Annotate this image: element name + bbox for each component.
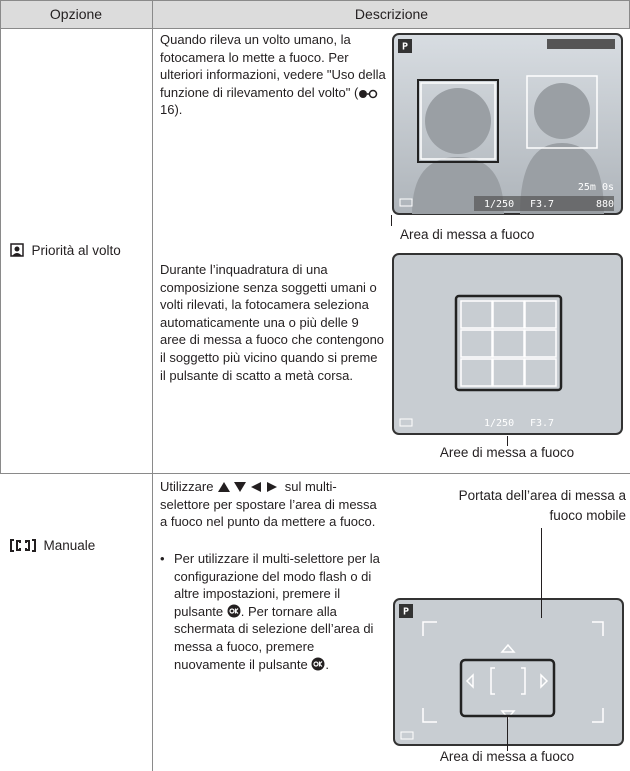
mode: P [403,607,409,618]
option-label: Manuale [43,538,96,553]
option-face: Priorità al volto [10,242,145,260]
bullet-text: Per utilizzare il multi-selettore per la… [174,550,386,673]
option-manual: Manuale [10,537,145,555]
caption: Area di messa a fuoco [439,749,575,764]
manual-icon [10,539,36,552]
paragraph: Durante l’inquadratura di una composizio… [160,262,385,383]
caption-top: Portata dell’area di messa a fuoco mobil… [458,488,626,523]
paragraph: Quando rileva un volto umano, la fotocam… [160,31,388,119]
camera-screen: 1/250 F3.7 [392,253,623,435]
ok-icon [227,604,241,618]
aperture: F3.7 [530,199,554,210]
shutter: 1/250 [484,418,514,429]
caption: Area di messa a fuoco [400,227,535,242]
caption: Aree di messa a fuoco [439,445,575,460]
shutter: 1/250 [484,199,514,210]
text: Quando rileva un volto umano, la fotocam… [160,32,386,100]
paragraph: Utilizzare sul multi-selettore per spost… [160,478,385,531]
time-remaining: 25m 0s [578,182,614,193]
camera-screen: P 1/250 F3.7 25m 0s 880 [392,33,623,215]
header-option: Opzione [0,0,152,28]
bullet: • [160,551,165,566]
ok-icon [311,657,325,671]
text: . [325,656,329,672]
text: Per utilizzare il multi-selettore per la… [174,551,380,619]
text: . Per tornare alla schermata di selezion… [174,603,374,672]
text: Utilizzare [160,479,214,494]
link-icon [359,89,378,99]
arrows-icon [218,482,278,492]
camera-screen: P [393,598,624,746]
mode: P [402,42,408,53]
text: 16). [160,102,183,118]
header-description: Descrizione [153,0,630,28]
aperture: F3.7 [530,418,554,429]
shots-remaining: 880 [596,199,614,210]
option-label: Priorità al volto [31,243,121,258]
face-icon [10,243,24,257]
text: sul multi-selettore per spostare l’area … [160,479,377,530]
